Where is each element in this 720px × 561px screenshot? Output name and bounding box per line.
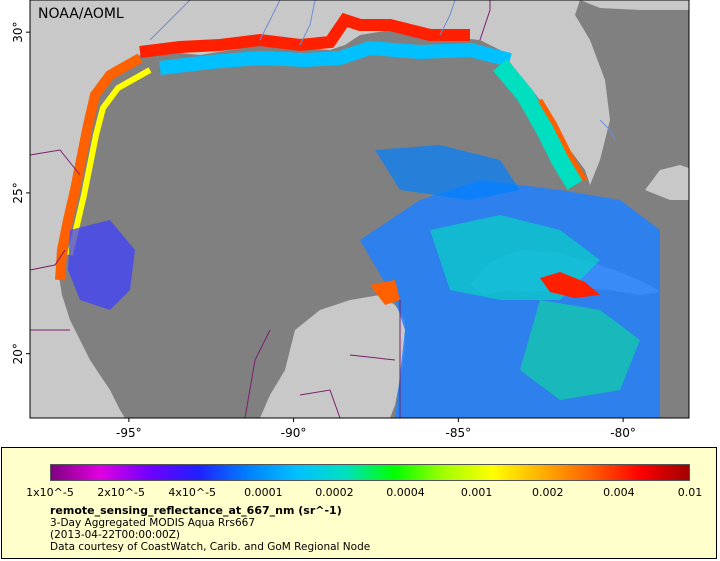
border-lines [30,0,491,418]
map-frame: 30° 25° 20° -95° -90° -85° -80° NOAA/AOML [11,0,690,440]
lat-tick-label: 30° [11,22,25,43]
plot-frame [29,0,690,419]
data-east-scatter [375,145,520,200]
colorbar-tick-label: 0.002 [532,486,564,499]
lat-tick-label: 25° [11,182,25,203]
legend-panel: 1x10^-5 2x10^-5 4x10^-5 0.0001 0.0002 0.0004 0… [1,447,717,559]
data-coastal-north-inner [159,40,512,75]
map-canvas: 30° 25° 20° -95° -90° -85° -80° NOAA/AOML [11,0,690,440]
data-south-east [520,300,640,400]
colorbar-tick-label: 0.0001 [244,486,283,499]
colorbar-tick-label: 0.0002 [315,486,354,499]
lon-tick-label: -95° [116,426,142,440]
data-west-blue [68,220,135,310]
land-north-america [30,0,689,418]
land-bahamas [645,165,689,200]
data-coastal-west [55,53,143,281]
dataset-time: (2013-04-22T00:00:00Z) [50,529,180,541]
data-florida-shelf [493,59,583,190]
lon-axis: -95° -90° -85° -80° [116,418,636,440]
lon-tick-label: -90° [281,426,307,440]
data-campeche-red [370,280,400,305]
dataset-title: 3-Day Aggregated MODIS Aqua Rrs667 [50,517,256,529]
colorbar [50,464,690,481]
lon-tick-label: -80° [610,426,636,440]
lat-axis: 30° 25° 20° [11,22,30,364]
lon-tick-label: -85° [446,426,472,440]
land-yucatan [260,295,405,418]
colorbar-tick-label: 0.001 [460,486,493,499]
colorbar-tick-label: 1x10^-5 [26,486,74,499]
noaa-logo-text: NOAA/AOML [38,6,124,22]
variable-name: remote_sensing_reflectance_at_667_nm (sr… [50,504,342,517]
colorbar-tick-label: 0.0004 [386,486,425,499]
colorbar-tick-label: 0.004 [603,486,635,499]
colorbar-tick-label: 0.01 [677,486,703,499]
lat-tick-label: 20° [11,343,25,364]
data-coastal-north [139,12,470,58]
colorbar-tick-label: 4x10^-5 [168,486,217,499]
data-cuba-north-red [540,272,600,298]
data-florida-coast [537,98,588,182]
colorbar-tick-label: 2x10^-5 [97,486,145,499]
data-coastal-west-inner [67,67,152,256]
data-credit: Data courtesy of CoastWatch, Carib. and … [50,541,371,553]
river-lines [149,0,616,141]
